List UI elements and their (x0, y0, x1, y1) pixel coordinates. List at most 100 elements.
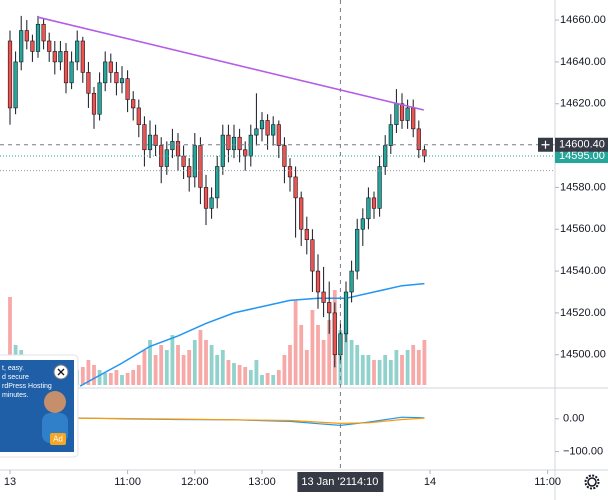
y-tick-label: 14580.00 (560, 181, 606, 193)
volume-bar (237, 365, 242, 385)
ad-box[interactable]: t, easy. d secure rdPress Hosting minute… (0, 354, 79, 458)
y-tick-label: 14620.00 (560, 98, 606, 110)
candle-body (91, 92, 97, 115)
volume-bar (416, 350, 421, 385)
candle-body (349, 270, 354, 293)
volume-bar (164, 350, 169, 385)
candle-body (136, 107, 141, 125)
volume-bar (176, 345, 180, 385)
volume-bar (276, 370, 281, 385)
y-tick-label: 14540.00 (560, 265, 606, 277)
candle-body (63, 51, 69, 84)
volume-bar (8, 297, 12, 385)
volume-bar (372, 360, 376, 385)
candle-body (321, 291, 326, 303)
volume-bar (226, 360, 231, 385)
volume-bar (360, 355, 365, 385)
candle-body (366, 197, 371, 220)
candle-body (399, 103, 405, 121)
candle-body (287, 166, 293, 178)
y-tick-label: −100.00 (563, 446, 603, 458)
volume-bar (148, 340, 152, 385)
candle-body (52, 51, 57, 63)
volume-bar (271, 375, 276, 385)
candle-body (203, 187, 209, 209)
candle-body (181, 155, 186, 167)
volume-bar (282, 355, 287, 385)
ad-text: d secure (2, 374, 29, 381)
x-tick-label: 14 (424, 476, 436, 488)
volume-bar (304, 350, 309, 385)
candle-body (226, 134, 231, 151)
candle-body (265, 120, 270, 136)
ad-person (44, 391, 66, 413)
volume-bar (422, 340, 427, 385)
candle-body (86, 72, 91, 94)
volume-bar (125, 373, 130, 385)
candle-body (243, 149, 248, 157)
overlay: 14500.00 14520.00 14540.00 14560.00 14580.00… (4, 14, 608, 492)
volume-bar (394, 350, 399, 385)
y-tick-label: 14660.00 (560, 14, 606, 26)
candle-body (355, 228, 360, 272)
volume-bar (120, 375, 124, 385)
candle-body (187, 166, 192, 178)
volume-bar (310, 310, 315, 385)
candle-body (119, 78, 125, 84)
candle-body (153, 134, 158, 146)
volume-bar (344, 300, 348, 385)
candle-body (170, 141, 175, 151)
volume-bar (299, 325, 304, 385)
last-price-box (555, 149, 608, 164)
y-tick-label: 14520.00 (560, 307, 606, 319)
gear (587, 477, 597, 487)
candle-body (142, 124, 147, 151)
moving-average (79, 282, 425, 387)
candle-body (299, 197, 304, 230)
ad-close-icon (57, 368, 65, 376)
candle-body (175, 141, 181, 157)
ad-badge (50, 433, 66, 445)
crosshair-price-label: 14600.40 (559, 139, 605, 151)
volume-bar (316, 325, 320, 385)
volume-bar (198, 330, 203, 385)
trend-line (37, 16, 424, 111)
volume-bar (80, 367, 85, 385)
y-tick-label: 0.00 (563, 413, 584, 425)
candle-body (422, 149, 427, 157)
volume-bar (215, 355, 220, 385)
candle-body (147, 134, 153, 151)
crosshair-time-box (297, 472, 384, 492)
volume-bar (142, 350, 147, 385)
volume-bar (388, 360, 393, 385)
candle-body (416, 128, 421, 151)
candle-body (75, 40, 80, 63)
candle-body (125, 78, 130, 100)
candle-body (394, 103, 399, 125)
candle-body (411, 107, 416, 130)
volume-bar (355, 345, 360, 385)
volume-bar (321, 340, 326, 385)
volume-bar (254, 360, 259, 385)
candle-body (69, 61, 74, 84)
plus-icon (541, 140, 550, 149)
candle-body (304, 228, 309, 241)
crosshair-price-box (555, 137, 608, 152)
candle-body (231, 136, 237, 151)
candle-body (315, 270, 321, 293)
volume-bar (265, 373, 270, 385)
volume-bar (187, 350, 192, 385)
x-tick-label: 11:00 (534, 476, 561, 488)
candle-body (80, 40, 85, 73)
candle-body (343, 291, 349, 335)
gear-teeth (584, 474, 600, 490)
crosshair-time-label: 14:10 (351, 476, 379, 488)
settings-icon[interactable] (584, 474, 600, 490)
volume-bar (260, 375, 264, 385)
volume-bar (232, 363, 236, 385)
candle-body (192, 145, 197, 178)
candle-body (388, 124, 393, 146)
volume-bar (411, 345, 416, 385)
candle-body (13, 61, 18, 109)
